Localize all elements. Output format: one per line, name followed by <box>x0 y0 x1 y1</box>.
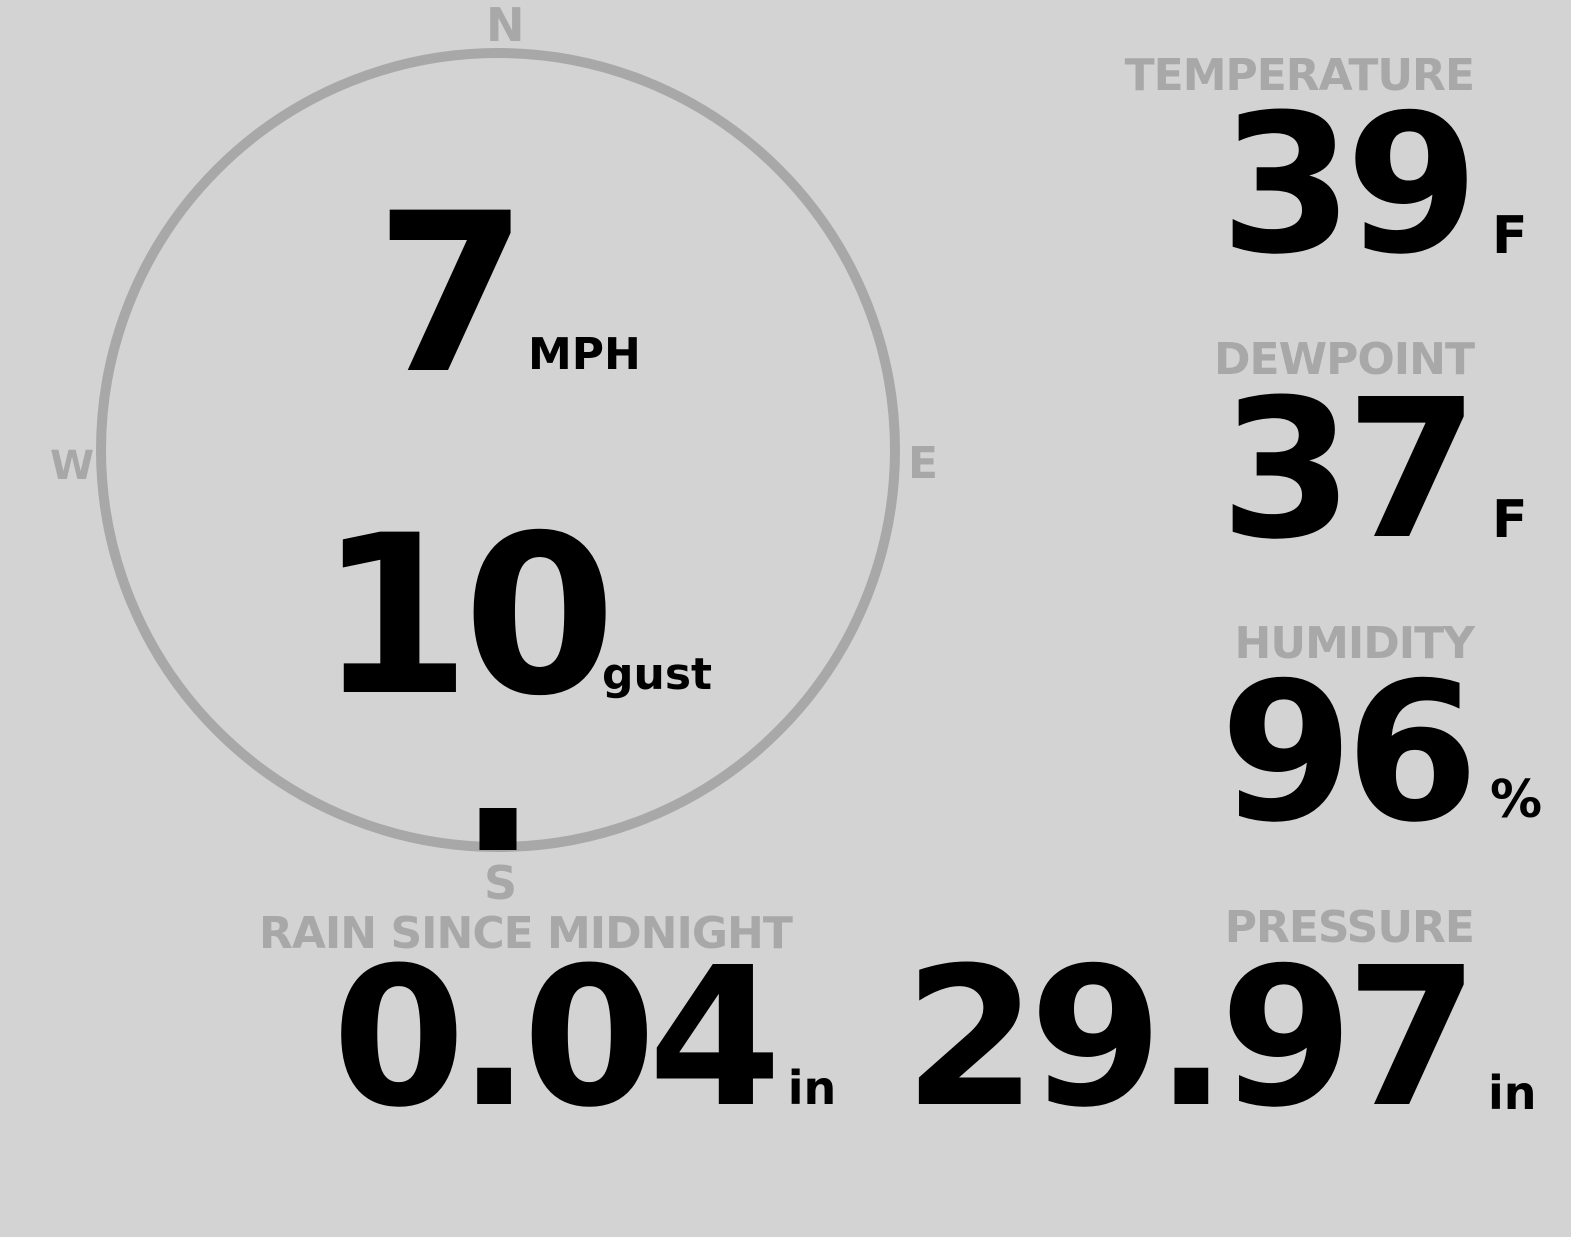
dewpoint-value: 37 <box>1219 359 1479 582</box>
rain-label: RAIN SINCE MIDNIGHT <box>259 908 793 959</box>
wind-speed-unit: MPH <box>528 329 641 380</box>
rain-reading: 0.04 in <box>332 927 837 1150</box>
wind-direction-marker <box>479 808 517 850</box>
wind-speed: 7 <box>375 166 528 422</box>
pressure-unit: in <box>1488 1066 1537 1120</box>
temperature-unit: F <box>1492 206 1528 266</box>
temperature-value: 39 <box>1219 74 1479 297</box>
pressure-value: 29.97 <box>903 927 1479 1150</box>
humidity-unit: % <box>1490 770 1543 830</box>
wind-gust-label: gust <box>602 649 713 700</box>
wind-gust: 10 <box>318 488 616 744</box>
humidity-value: 96 <box>1219 642 1479 865</box>
compass-n: N <box>486 0 525 52</box>
compass-w: W <box>50 443 95 489</box>
rain-value: 0.04 <box>332 927 782 1150</box>
compass-s: S <box>484 856 518 910</box>
rain-unit: in <box>787 1061 837 1115</box>
compass-e: E <box>908 438 939 489</box>
humidity-label: HUMIDITY <box>1234 618 1475 669</box>
dewpoint-unit: F <box>1492 490 1528 550</box>
temperature-label: TEMPERATURE <box>1124 50 1475 101</box>
pressure-label: PRESSURE <box>1224 902 1475 953</box>
dewpoint-label: DEWPOINT <box>1214 334 1475 385</box>
